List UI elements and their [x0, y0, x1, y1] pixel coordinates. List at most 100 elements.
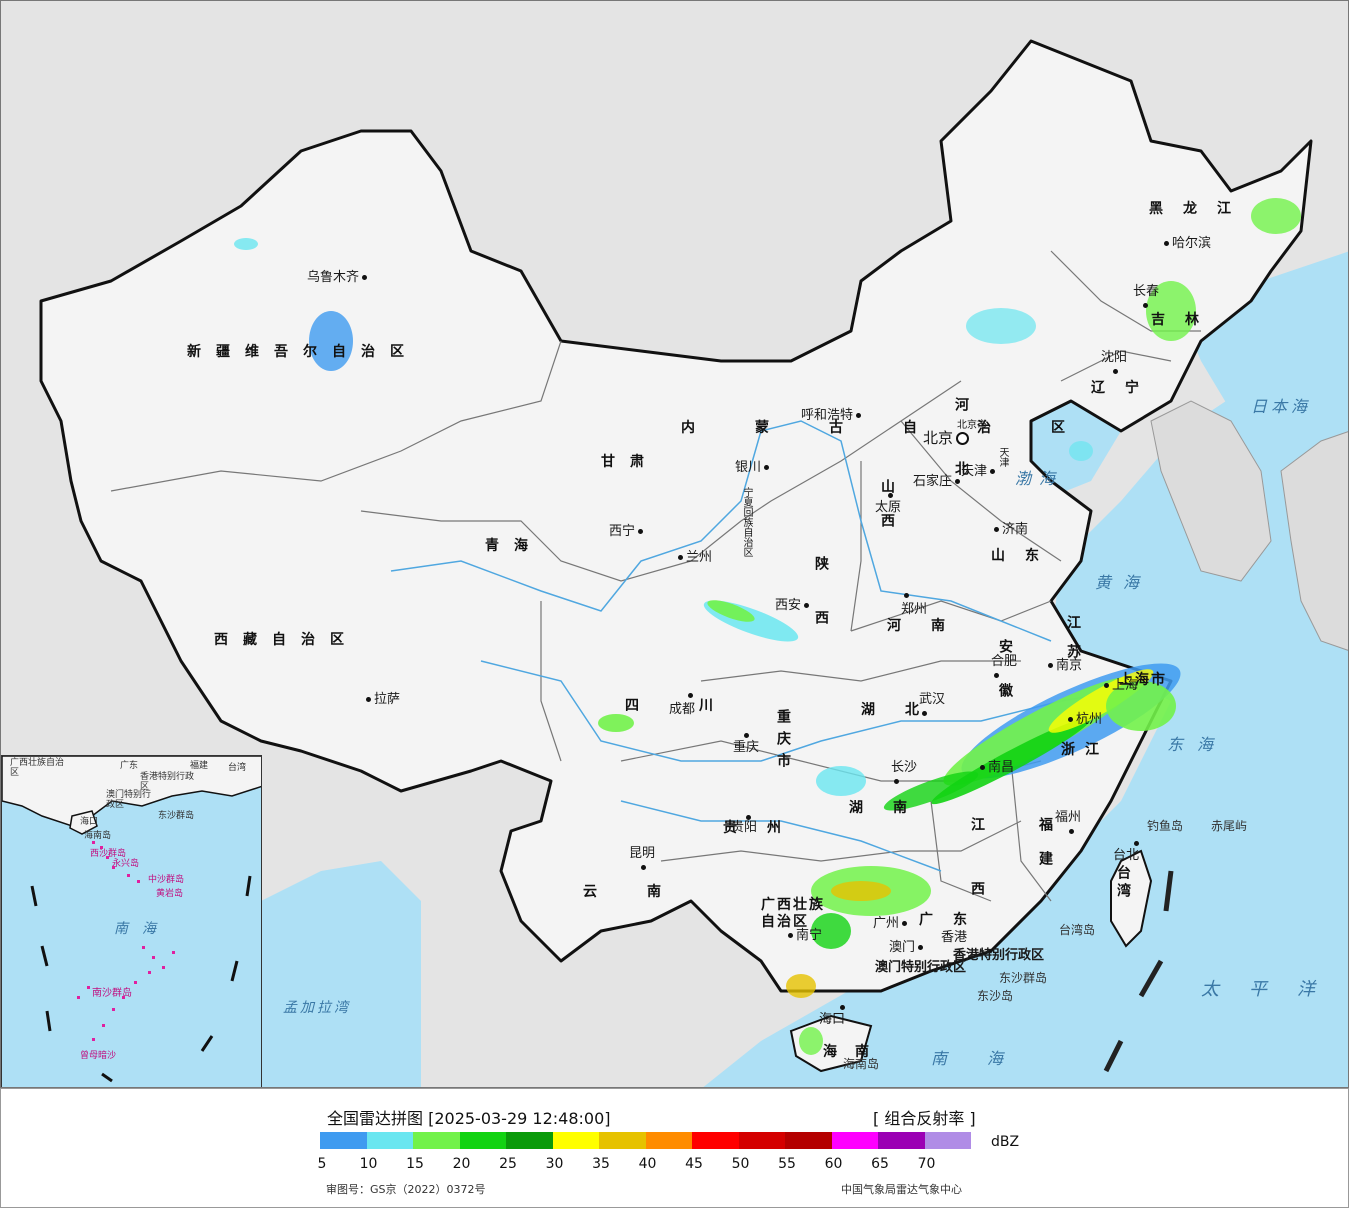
legend-panel: 全国雷达拼图 [2025-03-29 12:48:00] [ 组合反射率 ] d… — [0, 1088, 1349, 1208]
city-label: 济南 — [991, 523, 1028, 537]
sea-label: 黄海 — [1095, 573, 1152, 592]
city-label: 兰州 — [675, 551, 712, 565]
legend-title: 全国雷达拼图 [2025-03-29 12:48:00] — [327, 1109, 611, 1128]
city-label: 重庆 — [733, 733, 759, 755]
inset-label: 海口 — [80, 817, 99, 827]
region-label: 海南 — [823, 1044, 887, 1060]
region-label: 上海市 — [1119, 672, 1167, 688]
legend-unit: dBZ — [991, 1134, 1020, 1150]
city-label: 哈尔滨 — [1161, 237, 1211, 251]
region-label: 四川 — [625, 698, 773, 714]
inset-label: 南海 — [114, 921, 170, 937]
inset-label: 广东 — [120, 761, 139, 771]
city-label: 杭州 — [1065, 713, 1102, 727]
inset-label: 东沙群岛 — [158, 811, 195, 821]
city-label: 合肥 — [991, 655, 1017, 683]
island-label: 海南岛 — [843, 1057, 880, 1071]
tick-label: 15 — [406, 1156, 424, 1172]
city-label: 石家庄 — [913, 475, 963, 489]
region-label: 甘肃 — [601, 454, 659, 470]
city-label: 澳门 — [889, 941, 926, 955]
inset-label: 西沙群岛 — [90, 849, 127, 859]
inset-label: 永兴岛 — [112, 859, 140, 869]
color-swatch — [552, 1132, 599, 1149]
tick-label: 30 — [545, 1156, 564, 1172]
region-label: 湖南 — [849, 800, 937, 816]
inset-label: 福建 — [190, 761, 209, 771]
color-swatch — [878, 1132, 925, 1149]
island-label: 东沙岛 — [977, 989, 1014, 1003]
region-label: 吉林 — [1151, 312, 1219, 328]
sea-label: 太平洋 — [1201, 979, 1345, 1000]
color-swatch — [599, 1132, 646, 1149]
region-label: 北京市 — [957, 420, 987, 431]
color-swatch — [506, 1132, 553, 1149]
region-label: 广东 — [919, 912, 987, 928]
tick-label: 50 — [731, 1156, 750, 1172]
city-label: 呼和浩特 — [801, 409, 864, 423]
color-swatch — [924, 1132, 971, 1149]
province-borders — [110, 250, 1201, 902]
inset-label: 曾母暗沙 — [80, 1051, 117, 1061]
color-swatch — [645, 1132, 692, 1149]
inset-label: 南沙群岛 — [92, 988, 132, 999]
inset-graphics — [2, 756, 261, 1083]
city-label: 成都 — [669, 693, 695, 717]
island-label: 钓鱼岛 — [1147, 819, 1184, 833]
inset-label: 广西壮族自治区 — [10, 758, 65, 778]
sea-label: 日本海 — [1251, 397, 1312, 416]
tick-label: 25 — [499, 1156, 517, 1172]
city-label: 南宁 — [785, 929, 822, 943]
region-label: 山东 — [991, 548, 1059, 564]
sea-label: 渤海 — [1015, 469, 1064, 488]
tick-label: 40 — [638, 1156, 657, 1172]
city-label: 香港 — [941, 930, 968, 945]
city-label: 贵阳 — [731, 815, 757, 835]
south-china-sea-inset: 广西壮族自治区 广东 福建 台湾 香港特别行政区 澳门特别行政区 海口 海南岛 … — [1, 755, 262, 1087]
city-label: 长沙 — [891, 761, 917, 789]
inset-label: 澳门特别行政区 — [106, 790, 152, 810]
city-label: 乌鲁木齐 — [307, 271, 370, 285]
radar-map[interactable]: 新疆维吾尔自治区 西藏自治区 青海 甘肃 内蒙古自治区 黑龙江 吉林 辽宁 河北… — [0, 0, 1349, 1088]
region-label: 广西壮族自治区 — [761, 897, 825, 930]
region-label: 浙江 — [1061, 742, 1109, 758]
region-label: 澳门特别行政区 — [875, 960, 967, 975]
city-label: 郑州 — [901, 589, 927, 617]
tick-label: 65 — [871, 1156, 889, 1172]
region-label: 香港特别行政区 — [953, 948, 1045, 963]
region-label: 河南 — [887, 618, 975, 634]
color-scale — [320, 1132, 971, 1149]
color-swatch — [785, 1132, 832, 1149]
korea — [1150, 400, 1272, 582]
color-swatch — [459, 1132, 506, 1149]
city-label: 银川 — [735, 461, 772, 475]
japan — [1280, 431, 1348, 651]
tick-label: 10 — [359, 1156, 378, 1172]
city-label: 太原 — [875, 493, 901, 515]
island-label: 东沙群岛 — [999, 971, 1048, 985]
city-label: 武汉 — [919, 693, 945, 721]
tick-label: 55 — [778, 1156, 796, 1172]
city-label: 昆明 — [629, 847, 655, 875]
city-label: 北京 — [923, 431, 972, 446]
inset-label: 台湾 — [228, 763, 247, 773]
region-label: 江苏 — [1065, 615, 1081, 673]
region-label: 天津 — [997, 447, 1008, 467]
inset-label: 中沙群岛 — [148, 875, 185, 885]
color-swatch — [413, 1132, 460, 1149]
color-swatch — [366, 1132, 413, 1149]
region-label: 内蒙古自治区 — [681, 420, 1125, 436]
map-graphics — [39, 39, 1348, 1087]
city-label: 拉萨 — [363, 693, 400, 707]
inset-label: 海南岛 — [84, 831, 112, 841]
color-swatch — [738, 1132, 785, 1149]
city-label: 天津 — [961, 465, 998, 479]
tick-label: 5 — [317, 1156, 327, 1172]
city-label: 长春 — [1133, 285, 1159, 313]
approval-number: 审图号：GS京（2022）0372号 — [326, 1183, 486, 1196]
region-label: 辽宁 — [1091, 380, 1159, 396]
sea-label: 孟加拉湾 — [283, 1000, 351, 1016]
tick-label: 45 — [685, 1156, 703, 1172]
rivers — [390, 420, 1122, 872]
color-swatch — [831, 1132, 878, 1149]
